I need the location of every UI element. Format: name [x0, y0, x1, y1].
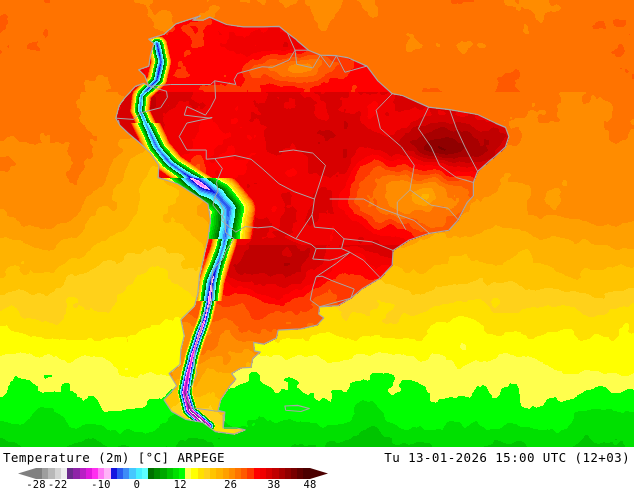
- colorbar-swatch: [259, 468, 267, 479]
- legend-panel: Temperature (2m) [°C] ARPEGE Tu 13-01-20…: [0, 447, 634, 491]
- colorbar-swatch: [123, 468, 130, 479]
- colorbar-tick: -10: [91, 479, 111, 491]
- colorbar-swatch: [42, 468, 49, 479]
- colorbar-swatch: [185, 468, 192, 479]
- colorbar-swatch: [60, 468, 68, 479]
- colorbar-swatch: [54, 468, 61, 479]
- legend-timestamp: Tu 13-01-2026 15:00 UTC (12+03): [384, 450, 630, 465]
- colorbar-tick: 12: [173, 479, 187, 491]
- colorbar-over-arrow-icon: [310, 468, 328, 479]
- colorbar-swatch: [197, 468, 204, 479]
- colorbar-swatch: [278, 468, 285, 479]
- colorbar-swatch: [166, 468, 173, 479]
- colorbar-swatch: [191, 468, 198, 479]
- colorbar-swatch: [116, 468, 124, 479]
- colorbar-swatch: [98, 468, 105, 479]
- colorbar-swatch: [179, 468, 186, 479]
- colorbar-tick: 48: [303, 479, 317, 491]
- colorbar: -28 -22 -10 0 12 26 38 48: [18, 468, 328, 491]
- colorbar-swatch: [36, 468, 43, 479]
- colorbar-swatch: [222, 468, 229, 479]
- colorbar-swatch: [129, 468, 136, 479]
- colorbar-swatch: [67, 468, 74, 479]
- colorbar-swatch: [297, 468, 304, 479]
- colorbar-swatch: [253, 468, 260, 479]
- colorbar-tick: -22: [47, 479, 68, 491]
- colorbar-swatch: [241, 468, 248, 479]
- colorbar-swatch: [147, 468, 155, 479]
- colorbar-swatch: [235, 468, 242, 479]
- colorbar-swatch: [210, 468, 217, 479]
- colorbar-tick-labels: -28 -22 -10 0 12 26 38 48: [18, 479, 338, 491]
- colorbar-swatch: [135, 468, 142, 479]
- colorbar-swatch: [172, 468, 180, 479]
- colorbar-swatch: [110, 468, 117, 479]
- colorbar-swatch: [216, 468, 223, 479]
- temperature-map-canvas[interactable]: [0, 0, 634, 447]
- colorbar-swatch: [228, 468, 235, 479]
- colorbar-swatch: [284, 468, 291, 479]
- colorbar-under-arrow-icon: [18, 468, 36, 479]
- colorbar-swatch: [272, 468, 279, 479]
- colorbar-swatch: [266, 468, 273, 479]
- colorbar-tick: 0: [133, 479, 141, 491]
- colorbar-swatch: [160, 468, 167, 479]
- colorbar-swatch: [79, 468, 86, 479]
- colorbar-swatch: [247, 468, 254, 479]
- colorbar-swatch: [154, 468, 161, 479]
- temperature-map[interactable]: [0, 0, 634, 447]
- colorbar-swatch: [303, 468, 310, 479]
- colorbar-swatch: [85, 468, 92, 479]
- colorbar-swatch: [91, 468, 99, 479]
- colorbar-swatch: [104, 468, 111, 479]
- colorbar-swatch: [73, 468, 80, 479]
- colorbar-tick: 26: [224, 479, 238, 491]
- colorbar-swatches: [36, 468, 310, 479]
- colorbar-tick: 38: [267, 479, 281, 491]
- colorbar-tick: -28: [26, 479, 46, 491]
- colorbar-swatch: [48, 468, 55, 479]
- colorbar-swatch: [290, 468, 298, 479]
- colorbar-swatch: [141, 468, 148, 479]
- legend-title: Temperature (2m) [°C] ARPEGE: [3, 450, 225, 465]
- colorbar-swatch: [203, 468, 211, 479]
